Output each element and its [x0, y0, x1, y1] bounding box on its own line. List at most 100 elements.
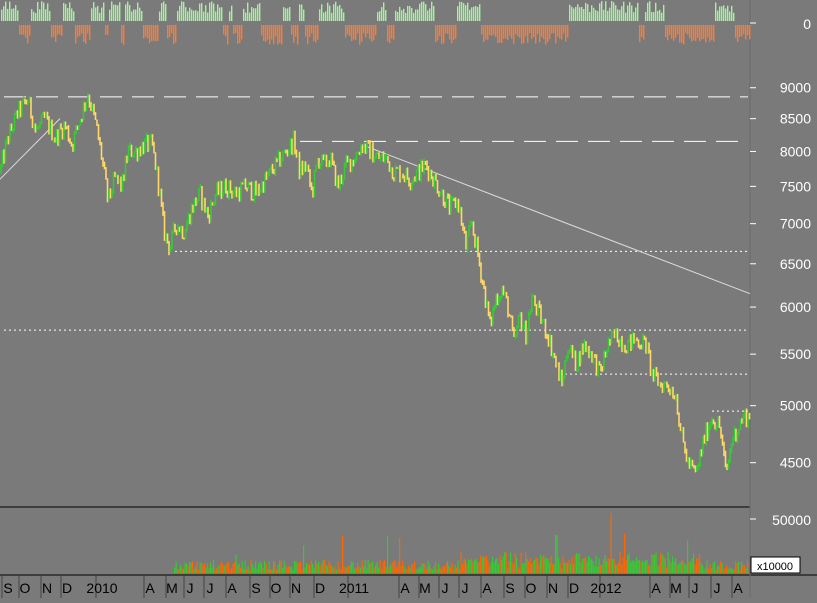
indicator-bar-up: [623, 1, 625, 22]
indicator-bar-down: [75, 25, 77, 44]
indicator-bar-up: [627, 5, 629, 21]
volume-bar: [646, 560, 648, 573]
volume-bar: [376, 561, 378, 573]
volume-bar: [670, 562, 672, 573]
price-tick-label: 6500: [780, 256, 811, 272]
volume-bar: [271, 569, 273, 573]
volume-bar: [699, 553, 701, 573]
indicator-bar-down: [357, 25, 359, 34]
indicator-bar-up: [333, 4, 335, 22]
indicator-bar-down: [709, 25, 711, 42]
volume-bar: [303, 545, 305, 573]
indicator-bar-up: [341, 8, 343, 21]
volume-bar: [487, 561, 489, 573]
indicator-bar-up: [247, 2, 249, 22]
indicator-bar-up: [35, 12, 37, 21]
indicator-bar-down: [353, 25, 355, 40]
indicator-bar-down: [673, 25, 675, 41]
indicator-bar-up: [329, 5, 331, 21]
indicator-bar-down: [487, 25, 489, 40]
indicator-bar-down: [677, 25, 679, 35]
indicator-bar-up: [663, 4, 665, 21]
indicator-bar-down: [743, 25, 745, 35]
indicator-bar-down: [227, 25, 229, 45]
indicator-bar-down: [171, 25, 173, 34]
indicator-bar-down: [225, 25, 227, 37]
indicator-bar-down: [567, 25, 569, 38]
volume-bar: [730, 568, 732, 573]
volume-bar: [682, 560, 684, 573]
indicator-bar-up: [457, 6, 459, 21]
volume-bar: [418, 567, 420, 573]
indicator-bar-down: [309, 25, 311, 38]
indicator-bar-down: [699, 25, 701, 42]
volume-bar: [340, 569, 342, 573]
indicator-bar-up: [473, 6, 475, 22]
volume-bar: [645, 559, 647, 573]
volume-bar: [174, 567, 176, 573]
volume-bar: [742, 564, 744, 573]
indicator-bar-down: [149, 25, 151, 43]
indicator-bar-up: [403, 8, 405, 21]
indicator-bar-down: [237, 25, 239, 44]
indicator-bar-up: [339, 4, 341, 21]
volume-bar: [450, 567, 452, 573]
volume-bar: [295, 561, 297, 573]
indicator-bar-down: [155, 25, 157, 42]
volume-bar: [484, 556, 486, 573]
volume-bar: [439, 567, 441, 573]
volume-bar: [385, 567, 387, 573]
indicator-bar-up: [301, 4, 303, 22]
indicator-bar-up: [67, 7, 69, 21]
indicator-bar-down: [525, 25, 527, 37]
indicator-bar-down: [523, 25, 525, 44]
price-tick-label: 7500: [780, 178, 811, 194]
volume-bar: [399, 538, 401, 573]
indicator-bar-down: [107, 25, 109, 35]
indicator-bar-down: [167, 25, 169, 39]
volume-bar: [706, 560, 708, 573]
volume-bar: [480, 555, 482, 573]
indicator-bar-down: [557, 25, 559, 37]
volume-bar: [231, 567, 233, 573]
volume-bar: [537, 558, 539, 573]
volume-bar: [280, 560, 282, 573]
indicator-bar-up: [459, 1, 461, 22]
indicator-bar-down: [241, 25, 243, 40]
indicator-bar-down: [367, 25, 369, 34]
volume-bar: [366, 568, 368, 573]
volume-bar: [181, 567, 183, 573]
volume-bar: [648, 565, 650, 573]
indicator-bar-up: [1, 9, 3, 21]
indicator-bar-up: [287, 8, 289, 21]
volume-bar: [291, 567, 293, 573]
indicator-bar-up: [249, 12, 251, 21]
volume-bar: [676, 564, 678, 573]
time-tick-label: 2012: [590, 580, 621, 596]
indicator-bar-down: [529, 25, 531, 34]
indicator-bar-up: [185, 7, 187, 21]
volume-bar: [477, 562, 479, 573]
indicator-bar-up: [285, 8, 287, 21]
indicator-bar-down: [555, 25, 557, 44]
indicator-zero-label: 0: [803, 16, 811, 32]
volume-bar: [519, 568, 521, 573]
volume-bar: [315, 560, 317, 573]
indicator-bar-down: [361, 25, 363, 42]
indicator-bar-up: [129, 5, 131, 21]
indicator-bar-up: [337, 6, 339, 21]
volume-bar: [304, 567, 306, 573]
volume-bar: [669, 559, 671, 573]
volume-bar: [421, 563, 423, 573]
indicator-bar-down: [703, 25, 705, 39]
volume-bar: [252, 564, 254, 573]
time-tick-label: D: [569, 580, 579, 596]
volume-bar: [312, 563, 314, 573]
indicator-bar-down: [669, 25, 671, 35]
indicator-bar-up: [401, 10, 403, 21]
time-tick-label: D: [315, 580, 325, 596]
volume-bar: [583, 558, 585, 573]
indicator-bar-down: [77, 25, 79, 37]
volume-bar: [424, 563, 426, 573]
volume-bar: [363, 566, 365, 573]
